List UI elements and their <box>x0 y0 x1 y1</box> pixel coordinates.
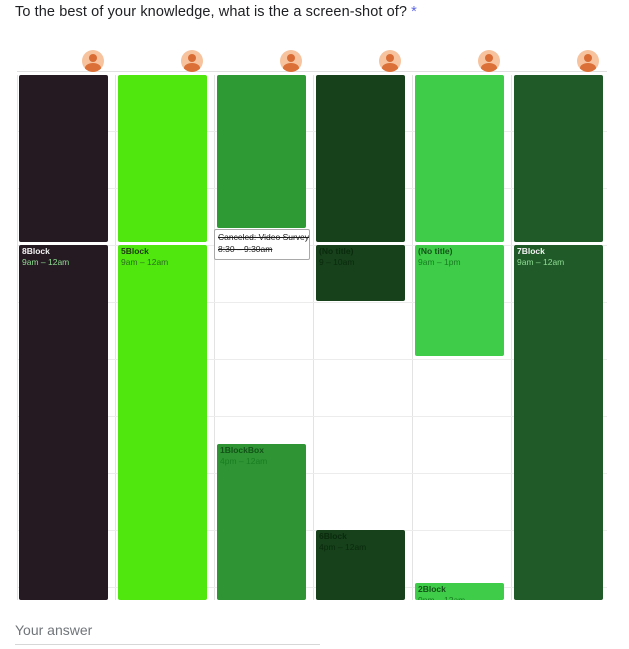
event-title: 6Block <box>319 531 347 541</box>
event-time: 4pm – 12am <box>319 542 367 552</box>
event-title: 5Block <box>121 246 149 256</box>
participant-avatar <box>82 50 104 72</box>
event-title: (No title) <box>418 246 453 256</box>
event-title: 7Block <box>517 246 545 256</box>
calendar-event <box>118 75 207 242</box>
calendar-event: 8Block 9am – 12am <box>19 245 108 600</box>
person-icon <box>485 54 493 62</box>
event-time: 9pm – 12am <box>418 595 466 600</box>
event-title: (No title) <box>319 246 354 256</box>
participant-avatar <box>181 50 203 72</box>
calendar-screenshot-image: 8Block 9am – 12am 5Block 9am – 12am Canc… <box>17 45 607 600</box>
person-icon-body <box>382 63 398 72</box>
calendar-grid <box>17 75 607 600</box>
event-time: 4pm – 12am <box>220 456 268 466</box>
participant-avatar <box>478 50 500 72</box>
calendar-event <box>217 75 306 228</box>
event-time: 9am – 12am <box>22 257 70 267</box>
participant-avatar <box>577 50 599 72</box>
question-text: To the best of your knowledge, what is t… <box>15 4 408 20</box>
calendar-event: 7Block 9am – 12am <box>514 245 603 600</box>
participant-avatar <box>379 50 401 72</box>
event-time: 9am – 12am <box>121 257 169 267</box>
answer-input[interactable] <box>15 618 320 645</box>
person-icon-body <box>481 63 497 72</box>
event-time: 9 – 10am <box>319 257 355 267</box>
person-icon-body <box>85 63 101 72</box>
event-title: 1BlockBox <box>220 445 264 455</box>
canceled-event: Canceled: Video Survey 8:30 – 9:30am <box>214 229 310 260</box>
grid-left-line <box>17 75 18 600</box>
question-title: To the best of your knowledge, what is t… <box>15 4 417 20</box>
header-divider <box>17 71 607 72</box>
person-icon-body <box>283 63 299 72</box>
person-icon-body <box>580 63 596 72</box>
person-icon <box>89 54 97 62</box>
calendar-event <box>316 75 405 242</box>
person-icon <box>386 54 394 62</box>
answer-field-wrap <box>15 618 320 645</box>
calendar-event: 5Block 9am – 12am <box>118 245 207 600</box>
participant-avatar <box>280 50 302 72</box>
event-time: 8:30 – 9:30am <box>218 244 273 254</box>
calendar-event: 2Block 9pm – 12am <box>415 583 504 600</box>
required-asterisk: * <box>411 4 417 20</box>
event-time: 9am – 12am <box>517 257 565 267</box>
event-title: 2Block <box>418 584 446 594</box>
calendar-event: (No title) 9am – 1pm <box>415 245 504 356</box>
calendar-event: (No title) 9 – 10am <box>316 245 405 301</box>
calendar-event: 1BlockBox 4pm – 12am <box>217 444 306 600</box>
calendar-event <box>415 75 504 242</box>
person-icon <box>584 54 592 62</box>
event-title: 8Block <box>22 246 50 256</box>
person-icon-body <box>184 63 200 72</box>
calendar-event <box>19 75 108 242</box>
person-icon <box>287 54 295 62</box>
calendar-event: 6Block 4pm – 12am <box>316 530 405 600</box>
event-time: 9am – 1pm <box>418 257 461 267</box>
person-icon <box>188 54 196 62</box>
event-title: Canceled: Video Survey <box>218 232 310 242</box>
calendar-event <box>514 75 603 242</box>
